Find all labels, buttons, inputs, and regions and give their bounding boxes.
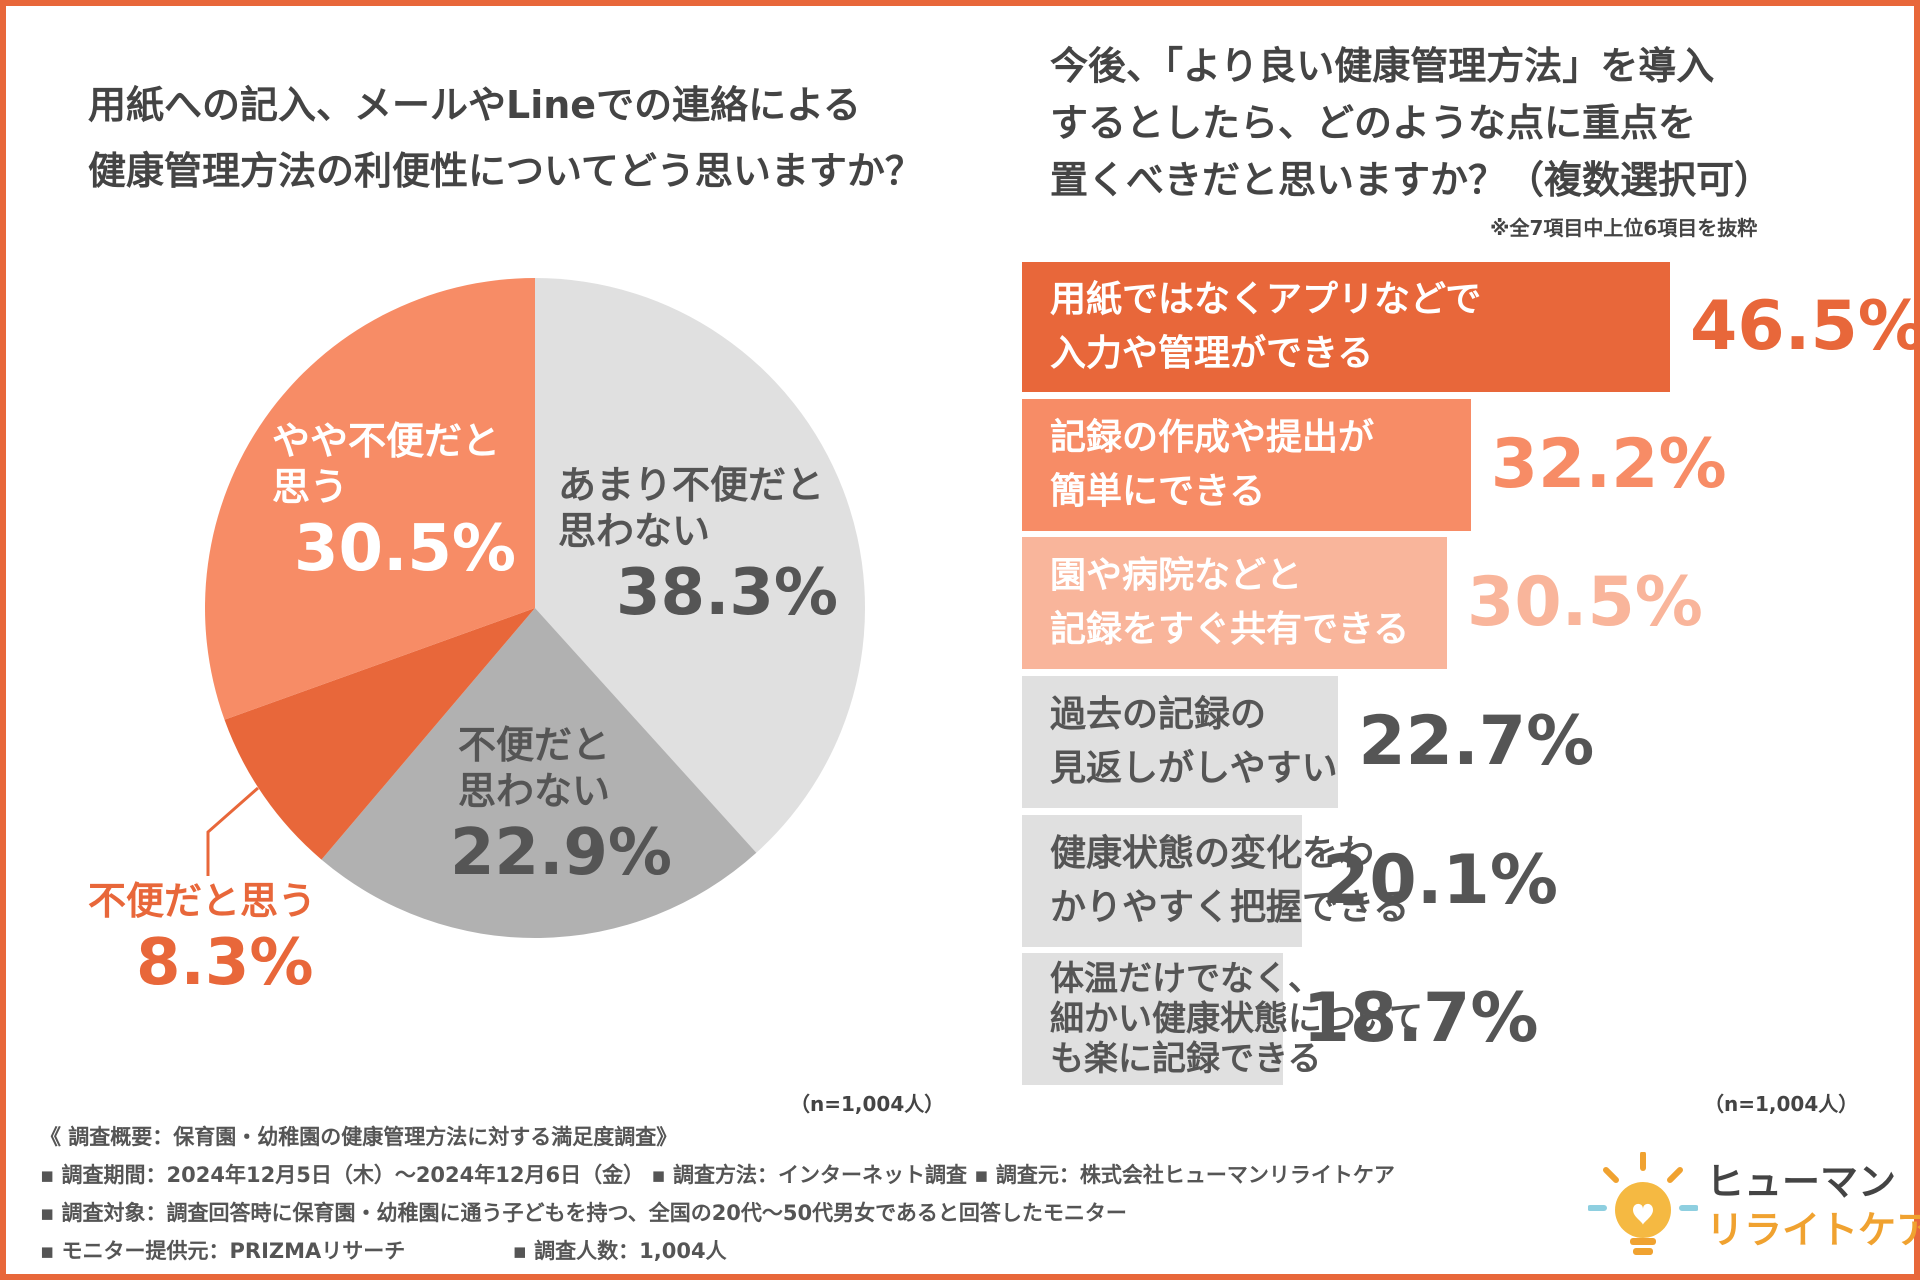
pie-label-value: 8.3% <box>136 926 314 1000</box>
bar-5 <box>1022 815 1303 947</box>
bar-label-5: 健康状態の変化をわ かりやすく把握できる <box>1050 833 1410 928</box>
bar-row-3: 園や病院などと 記録をすぐ共有できる 30.5% <box>1022 537 1902 669</box>
bar-value-2: 32.2% <box>1490 425 1727 504</box>
pie-label-value: 30.5% <box>294 512 517 586</box>
survey-organizer: ▪ 調査元：株式会社ヒューマンリライトケア <box>974 1163 1395 1187</box>
pie-sample-size: （n=1,004人） <box>790 1092 945 1116</box>
bar-label-2: 記録の作成や提出が 簡単にできる <box>1050 417 1375 512</box>
pie-label-name: やや不便だと 思う <box>272 419 501 509</box>
pie-label-name: 不便だと思う <box>88 879 317 923</box>
pie-label-name: 不便だと 思わない <box>458 723 611 813</box>
survey-period-method-row: ▪ 調査期間：2024年12月5日（木）〜2024年12月6日（金） ▪ 調査方… <box>40 1156 1395 1194</box>
bar-label-4: 過去の記録の 見返しがしやすい <box>1050 694 1338 789</box>
bar-4 <box>1022 676 1339 808</box>
bar-3 <box>1022 537 1448 669</box>
bar-value-5: 20.1% <box>1322 841 1559 920</box>
bar-label-3: 園や病院などと 記録をすぐ共有できる <box>1050 555 1410 650</box>
pie-slice-somewhat-inconvenient <box>204 277 535 720</box>
survey-target: ▪ 調査対象：調査回答時に保育園・幼稚園に通う子どもを持つ、全国の20代〜50代… <box>40 1201 1127 1225</box>
bar-title-line-1: 今後、「より良い健康管理方法」を導入 <box>1050 44 1715 88</box>
bar-chart-title: 今後、「より良い健康管理方法」を導入 するとしたら、どのような点に重点を 置くべ… <box>1050 38 1850 209</box>
bar-row-1: 用紙ではなくアプリなどで 入力や管理ができる 46.5% <box>1022 262 1920 392</box>
pie-slice-not-very-inconvenient <box>535 278 865 853</box>
bar-label-6: 体温だけでなく、 細かい健康状態について も楽に記録できる <box>1050 959 1423 1079</box>
bar-label-1: 用紙ではなくアプリなどで 入力や管理ができる <box>1050 279 1482 374</box>
pie-label-name: あまり不便だと 思わない <box>558 463 825 553</box>
bar-row-6: 体温だけでなく、 細かい健康状態について も楽に記録できる 18.7% <box>1022 953 1902 1085</box>
bar-value-3: 30.5% <box>1467 563 1703 642</box>
bar-row-2: 記録の作成や提出が 簡単にできる 32.2% <box>1022 399 1902 531</box>
survey-method: ▪ 調査方法：インターネット調査 <box>651 1163 967 1187</box>
pie-label-value: 22.9% <box>450 816 673 890</box>
survey-period: ▪ 調査期間：2024年12月5日（木）〜2024年12月6日（金） <box>40 1163 645 1187</box>
survey-provider-count-row: ▪ モニター提供元：PRIZMAリサーチ ▪ 調査人数：1,004人 <box>40 1232 1395 1270</box>
logo-text-line-1: ヒューマン <box>1706 1160 1897 1204</box>
bar-value-4: 22.7% <box>1358 702 1595 781</box>
bar-chart-note: ※全7項目中上位6項目を抜粋 <box>1490 216 1758 240</box>
survey-heading: 《 調査概要：保育園・幼稚園の健康管理方法に対する満足度調査》 <box>40 1125 678 1149</box>
logo-text-line-2: リライトケア <box>1706 1208 1920 1252</box>
bar-title-line-2: するとしたら、どのような点に重点を <box>1050 101 1697 145</box>
pie-title-line-1: 用紙への記入、メールやLineでの連絡による <box>88 83 861 127</box>
bar-2 <box>1022 399 1471 531</box>
pie-title-line-2: 健康管理方法の利便性についてどう思いますか？ <box>88 149 923 193</box>
pie-leader-line <box>206 786 259 876</box>
survey-overview: 《 調査概要：保育園・幼稚園の健康管理方法に対する満足度調査》 ▪ 調査期間：2… <box>40 1118 1395 1270</box>
bar-sample-size: （n=1,004人） <box>1704 1092 1859 1116</box>
bar-value-6: 18.7% <box>1302 979 1539 1058</box>
bar-title-line-3: 置くべきだと思いますか？（複数選択可） <box>1050 158 1773 202</box>
pie-slice-inconvenient <box>224 608 536 860</box>
pie-label-not-inconvenient: 不便だと 思わない 22.9% <box>450 722 672 892</box>
bar-row-4: 過去の記録の 見返しがしやすい 22.7% <box>1022 676 1902 808</box>
pie-label-value: 38.3% <box>616 556 839 630</box>
bar-value-1: 46.5% <box>1690 287 1920 366</box>
pie-chart-title: 用紙への記入、メールやLineでの連絡による 健康管理方法の利便性についてどう思… <box>88 72 988 204</box>
bar-row-5: 健康状態の変化をわ かりやすく把握できる 20.1% <box>1022 815 1902 947</box>
bar-6 <box>1022 953 1283 1085</box>
lightbulb-heart-icon <box>1587 1151 1699 1255</box>
survey-count: ▪ 調査人数：1,004人 <box>512 1239 727 1263</box>
bar-1 <box>1022 262 1670 392</box>
pie-label-not-very-inconvenient: あまり不便だと 思わない 38.3% <box>558 462 838 632</box>
company-logo: ヒューマン リライトケア <box>1587 1151 1920 1262</box>
pie-label-inconvenient: 不便だと思う 8.3% <box>88 878 316 1002</box>
survey-provider: ▪ モニター提供元：PRIZMAリサーチ <box>40 1239 406 1263</box>
pie-slice-not-inconvenient <box>321 608 757 939</box>
pie-label-somewhat-inconvenient: やや不便だと 思う 30.5% <box>272 418 516 588</box>
